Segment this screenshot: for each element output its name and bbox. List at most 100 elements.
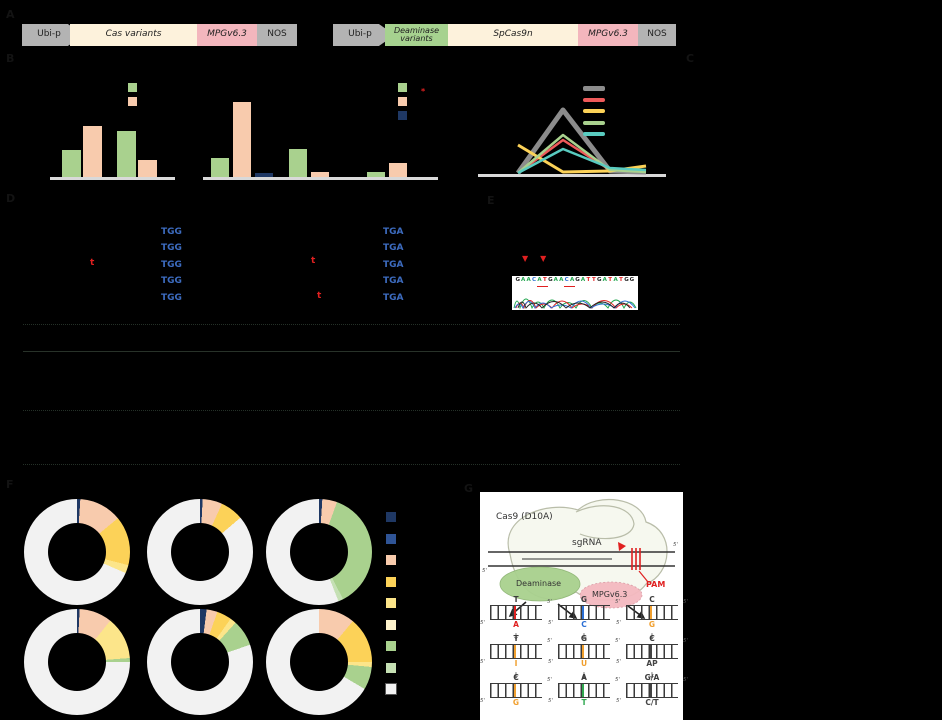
- panel-label-c: C: [686, 52, 695, 65]
- pathway-arrow: ↓: [512, 671, 520, 680]
- pathway-arrow: ↓: [512, 632, 520, 641]
- dna-rails: 5' 5': [480, 638, 552, 665]
- five-prime-label: 5': [682, 677, 688, 683]
- donut-chart-2: [147, 499, 253, 605]
- table-rule-header: [23, 351, 680, 352]
- donut-hole: [48, 633, 106, 691]
- edited-base-rung: [582, 684, 585, 697]
- gene-box-mpgv63-2: MPGv6.3: [578, 24, 638, 46]
- bar-series1-group1: [138, 160, 157, 177]
- five-prime-label: 5': [546, 677, 552, 683]
- base-top: A: [581, 673, 587, 682]
- five-prime-label: 5': [614, 638, 620, 644]
- bar-series1-group1: [311, 172, 329, 177]
- base-top: G: [580, 595, 588, 604]
- bar-chart-cas-variants: [50, 70, 175, 180]
- dna-ladder-p2-step2: G 5' 5' U: [548, 634, 620, 668]
- base-bottom: G: [512, 698, 520, 707]
- pam-site-tgg: TGG: [161, 260, 182, 270]
- donut-legend-swatch: [385, 683, 397, 695]
- donut-chart-6: [266, 609, 372, 715]
- bar-series0-group2: [367, 172, 385, 177]
- base-letter: T: [619, 277, 623, 283]
- pam-site-tgg: TGG: [161, 276, 182, 286]
- bar-series1-group0: [233, 102, 251, 177]
- legend-swatch: [398, 83, 407, 92]
- base-letter: A: [559, 277, 564, 283]
- legend-swatch: [128, 83, 137, 92]
- base-letter: G: [515, 277, 520, 283]
- bar-series1-group0: [83, 126, 102, 177]
- base-top: C: [649, 634, 655, 643]
- panel-label-a: A: [6, 8, 15, 21]
- edited-base-rung: [514, 684, 517, 697]
- legend-swatch: [398, 97, 407, 106]
- edited-base-rung: [582, 645, 585, 658]
- five-prime-label: 5': [548, 620, 554, 626]
- base-letter: A: [553, 277, 558, 283]
- line-series-4: [517, 147, 647, 175]
- cas9-complex-drawing: [488, 498, 675, 619]
- panel-label-g: G: [464, 482, 474, 495]
- legend-line-swatch: [583, 97, 605, 102]
- pam-site-tga: TGA: [383, 276, 404, 286]
- terminator-box-nos-2: NOS: [638, 24, 676, 46]
- five-prime-label: 5': [482, 568, 488, 574]
- bar-series1-group2: [389, 163, 407, 177]
- five-prime-label: 5': [548, 698, 554, 704]
- dna-ladder-p3-step1: C 5' 5' G: [616, 595, 688, 629]
- donut-chart-3: [266, 499, 372, 605]
- donut-legend-swatch: [386, 512, 396, 522]
- x-axis: [50, 177, 175, 180]
- dna-rails: 5' 5': [616, 599, 688, 626]
- dna-rails: 5' 5': [548, 599, 620, 626]
- edited-base-rung: [514, 606, 517, 619]
- base-top: T: [513, 634, 519, 643]
- gene-label: MPGv6.3: [588, 29, 628, 40]
- x-axis: [203, 177, 438, 180]
- dna-rails: 5' 5': [548, 677, 620, 704]
- pam-site-tgg: TGG: [161, 243, 182, 253]
- five-prime-label: 5': [673, 542, 679, 548]
- base-letter: G: [548, 277, 553, 283]
- pam-site-tga: TGA: [383, 243, 404, 253]
- base-letter: T: [591, 277, 596, 283]
- mechanism-diagram: Cas9 (D10A) sgRNA Deaminase MPGv6.3 PAM …: [480, 492, 688, 720]
- legend-line-swatch: [583, 86, 605, 91]
- five-prime-label: 5': [616, 620, 622, 626]
- terminator-box-nos-1: NOS: [257, 24, 297, 46]
- donut-legend-swatch: [386, 533, 396, 544]
- line-chart-editing-window: [478, 107, 666, 177]
- base-letter: C: [532, 277, 537, 283]
- base-bottom: A: [513, 620, 519, 629]
- gene-box-mpgv63-1: MPGv6.3: [197, 24, 257, 46]
- base-bottom: AP: [646, 659, 658, 668]
- panel-label-d: D: [6, 192, 16, 205]
- legend-line-swatch: [583, 132, 605, 136]
- five-prime-label: 5': [548, 659, 554, 665]
- five-prime-label: 5': [614, 599, 620, 605]
- donut-hole: [290, 523, 348, 581]
- edited-base-rung: [650, 684, 653, 697]
- gene-label: SpCas9n: [493, 29, 533, 40]
- legend-line-swatch: [583, 120, 605, 125]
- donut-legend-swatch: [386, 576, 396, 587]
- base-letter: A: [537, 277, 542, 283]
- dna-rails: 5' 5': [616, 638, 688, 665]
- table-rule-top: [23, 324, 680, 325]
- mismatch-underline: [564, 285, 575, 288]
- promoter-box-ubi-2: Ubi-p: [333, 24, 395, 46]
- base-letter: A: [613, 277, 618, 283]
- dna-rails: 5' 5': [616, 677, 688, 704]
- bar-chart-deaminase-variants: [203, 70, 438, 180]
- base-top: G: [580, 634, 588, 643]
- table-rule-middle: [23, 410, 680, 411]
- insert-letter-red: t: [311, 256, 316, 266]
- cas9-label: Cas9 (D10A): [496, 512, 553, 522]
- legend-asterisk: *: [421, 87, 426, 96]
- base-top: T: [513, 595, 519, 604]
- bar-series0-group0: [211, 158, 229, 177]
- base-letter: A: [526, 277, 531, 283]
- dna-rails: 5' 5': [480, 677, 552, 704]
